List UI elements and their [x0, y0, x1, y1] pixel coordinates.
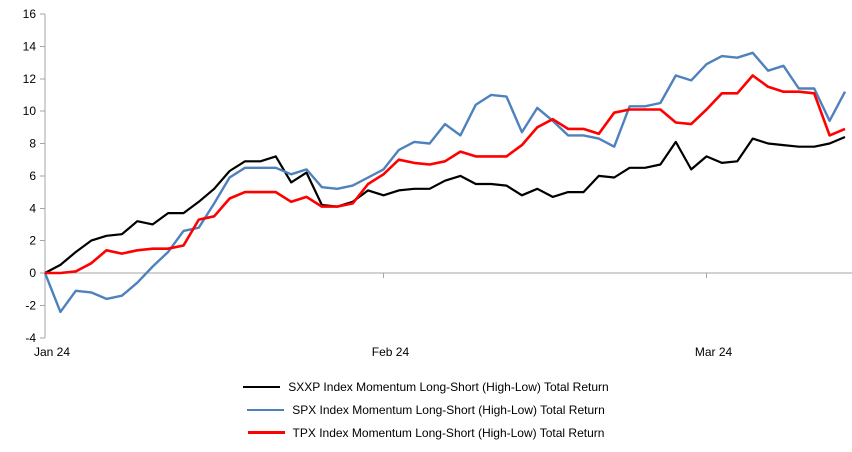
legend-line-swatch-spx [247, 408, 285, 411]
y-tick-label: 12 [23, 72, 37, 86]
legend-item-sxxp: SXXP Index Momentum Long-Short (High-Low… [243, 375, 609, 398]
series-line-spx [43, 51, 847, 314]
series-line-tpx [45, 74, 846, 275]
legend-label-sxxp: SXXP Index Momentum Long-Short (High-Low… [288, 379, 609, 394]
y-tick-label: -4 [25, 331, 36, 345]
y-tick-label: 2 [29, 234, 36, 248]
y-tick-label: 16 [23, 7, 37, 21]
legend-item-spx: SPX Index Momentum Long-Short (High-Low)… [247, 398, 605, 421]
legend-label-tpx: TPX Index Momentum Long-Short (High-Low)… [292, 425, 605, 440]
legend-line-swatch-tpx [247, 431, 285, 434]
y-tick-label: 14 [23, 39, 37, 53]
x-tick-label: Feb 24 [372, 345, 410, 359]
legend-item-tpx: TPX Index Momentum Long-Short (High-Low)… [247, 421, 605, 444]
series-line-sxxp [44, 135, 846, 274]
y-tick-label: 10 [23, 104, 37, 118]
y-tick-label: -2 [25, 298, 36, 312]
chart-legend: SXXP Index Momentum Long-Short (High-Low… [0, 375, 852, 444]
x-tick-label: Mar 24 [695, 345, 733, 359]
y-tick-label: 4 [29, 201, 36, 215]
y-tick-label: 8 [29, 137, 36, 151]
legend-line-swatch-sxxp [243, 385, 281, 388]
y-tick-label: 0 [29, 266, 36, 280]
x-tick-label: Jan 24 [34, 345, 70, 359]
legend-label-spx: SPX Index Momentum Long-Short (High-Low)… [292, 402, 605, 417]
y-tick-label: 6 [29, 169, 36, 183]
